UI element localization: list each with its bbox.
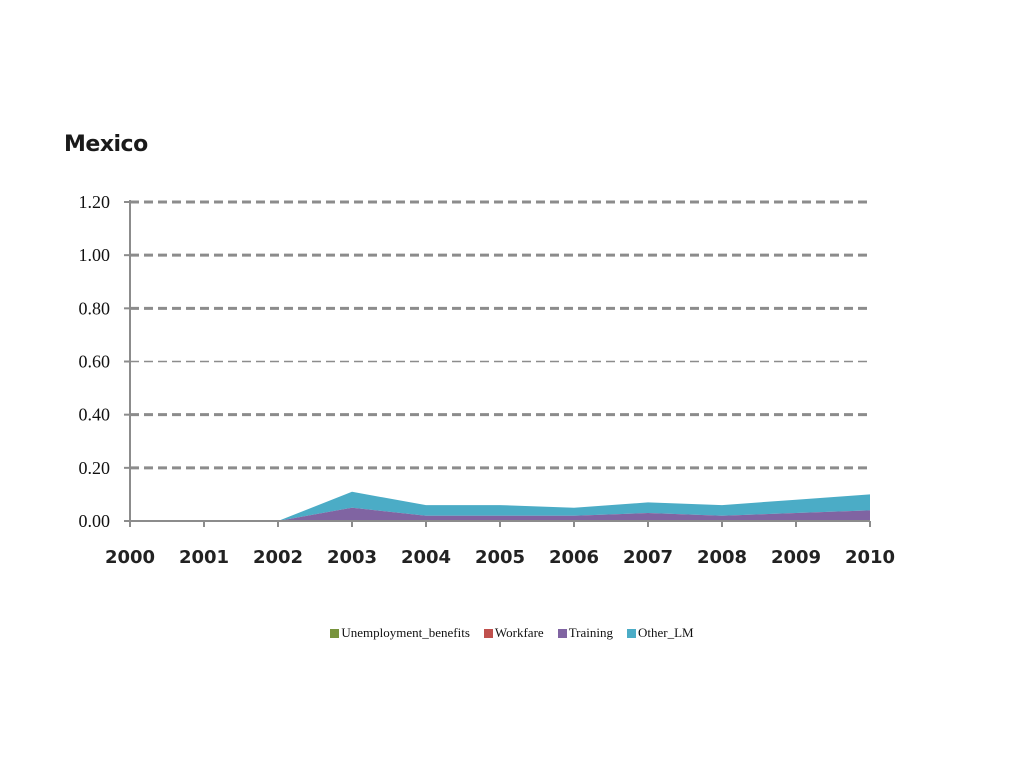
- legend-label: Other_LM: [638, 625, 694, 640]
- legend-label: Training: [568, 625, 613, 640]
- legend-item: Workfare: [483, 625, 544, 641]
- gridlines: [130, 200, 870, 470]
- area-other-lm: [130, 491, 870, 521]
- series-areas: [130, 491, 870, 521]
- x-tick-label: 2008: [697, 547, 747, 568]
- y-tick-label: 1.20: [79, 192, 111, 212]
- x-tick-label: 2010: [845, 547, 895, 568]
- y-tick-label: 0.00: [79, 511, 111, 531]
- x-tick-label: 2003: [327, 547, 377, 568]
- legend-item: Unemployment_benefits: [330, 625, 470, 641]
- legend-item: Training: [557, 625, 613, 641]
- y-tick-labels: 0.00 0.20 0.40 0.60 0.80 1.00 1.20: [79, 192, 111, 531]
- chart-title: Mexico: [64, 132, 148, 157]
- y-tick-label: 1.00: [79, 245, 111, 265]
- x-tick-label: 2001: [179, 547, 229, 568]
- legend-item: Other_LM: [627, 625, 694, 641]
- y-tick-label: 0.60: [79, 352, 111, 372]
- y-tick-label: 0.20: [79, 458, 111, 478]
- x-tick-label: 2007: [623, 547, 673, 568]
- x-tick-label: 2004: [401, 547, 451, 568]
- y-tick-label: 0.40: [79, 405, 111, 425]
- legend-label: Unemployment_benefits: [341, 625, 470, 640]
- area-training: [130, 507, 870, 521]
- chart-plot-area: 0.000.200.400.600.801.001.20 2000 2001 200…: [79, 192, 896, 568]
- x-tick-label: 2009: [771, 547, 821, 568]
- x-tick-label: 2000: [105, 547, 155, 568]
- legend: Unemployment_benefits Workfare Training Oth…: [0, 625, 1024, 641]
- axes: [124, 200, 871, 527]
- x-tick-label: 2002: [253, 547, 303, 568]
- x-tick-labels: 2000 2001 2002 2003 2004 2005 2006 2007 2008 2009…: [105, 547, 895, 568]
- legend-swatch: [483, 628, 493, 638]
- legend-swatch: [557, 628, 567, 638]
- legend-swatch: [330, 628, 340, 638]
- legend-swatch: [627, 628, 636, 638]
- x-tick-label: 2006: [549, 547, 599, 568]
- legend-label: Workfare: [494, 625, 544, 640]
- y-tick-label: 0.80: [79, 298, 111, 318]
- x-tick-label: 2005: [475, 547, 525, 568]
